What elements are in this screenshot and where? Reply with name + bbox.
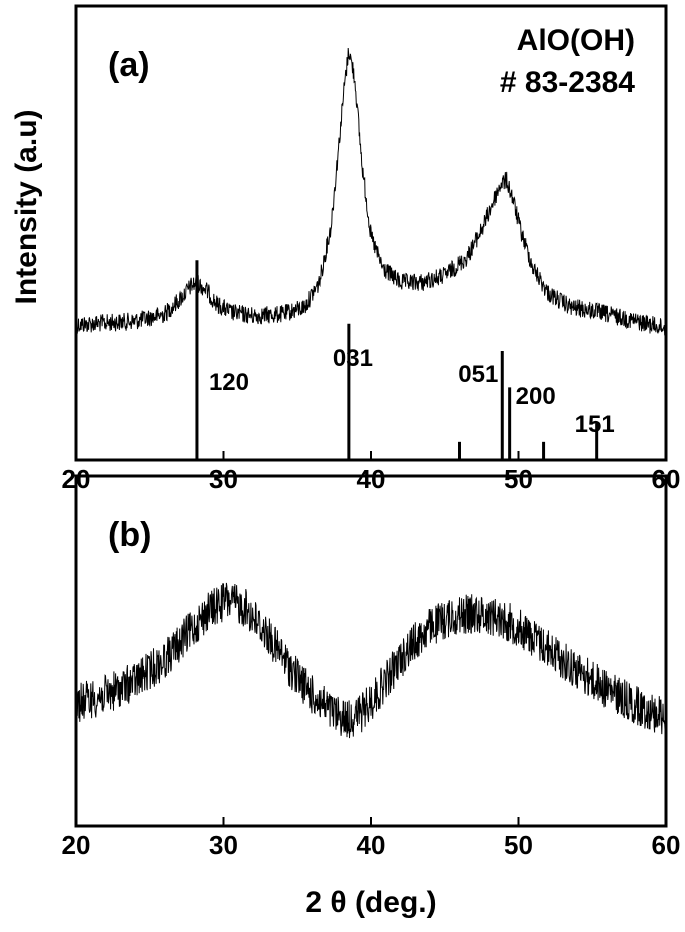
pdf-card-annotation: # 83-2384 bbox=[500, 66, 635, 99]
peak-label: 031 bbox=[333, 345, 373, 372]
reference-lines bbox=[74, 260, 668, 460]
x-tick-label: 50 bbox=[504, 464, 533, 494]
panel-b: (b) 20 30 40 50 60 2 θ (deg.) bbox=[62, 474, 681, 919]
peak-label: 200 bbox=[516, 383, 556, 410]
x-tick-label: 50 bbox=[504, 830, 533, 860]
x-axis-label: 2 θ (deg.) bbox=[305, 886, 436, 919]
x-tick-label: 40 bbox=[357, 830, 386, 860]
compound-annotation: AlO(OH) bbox=[517, 24, 635, 57]
peak-label: 151 bbox=[575, 411, 615, 438]
x-tick-label: 30 bbox=[209, 464, 238, 494]
x-tick-label: 30 bbox=[209, 830, 238, 860]
x-tick-label: 40 bbox=[357, 464, 386, 494]
peak-label: 051 bbox=[458, 361, 498, 388]
panel-a-series bbox=[75, 47, 667, 336]
panel-a: (a) AlO(OH) # 83-2384 Intensity (a.u) 20… bbox=[10, 4, 680, 494]
x-tick-label: 60 bbox=[652, 830, 681, 860]
y-axis-label: Intensity (a.u) bbox=[10, 109, 43, 304]
panel-a-label: (a) bbox=[108, 46, 150, 84]
peak-label: 120 bbox=[209, 369, 249, 396]
panel-b-x-ticks: 20 30 40 50 60 bbox=[62, 817, 681, 860]
panel-a-x-ticks: 20 30 40 50 60 bbox=[62, 451, 680, 494]
peak-labels: 120 031 051 200 151 bbox=[209, 345, 615, 438]
panel-b-series bbox=[75, 582, 667, 739]
panel-b-label: (b) bbox=[108, 516, 151, 554]
x-tick-label: 20 bbox=[62, 830, 91, 860]
